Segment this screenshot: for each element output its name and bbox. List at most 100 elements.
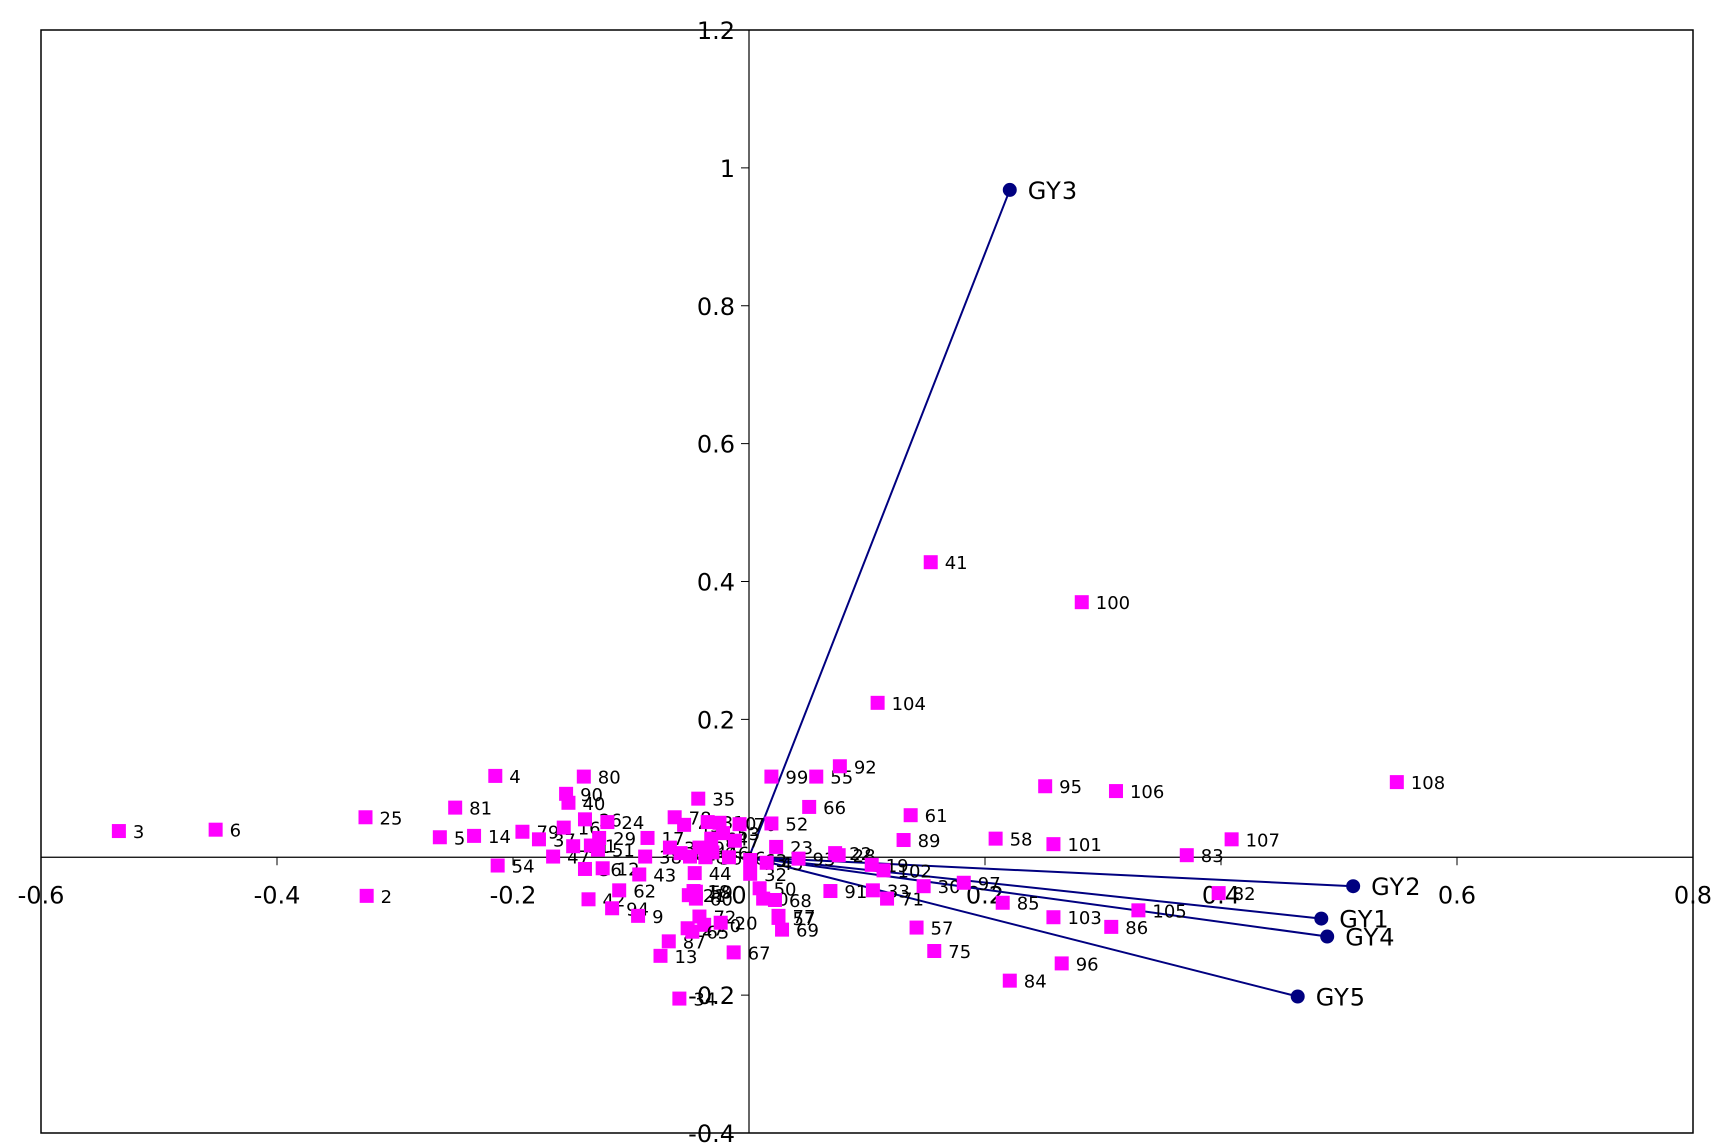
genotype-point xyxy=(791,851,806,866)
genotype-point xyxy=(1046,837,1061,852)
genotype-label: 68 xyxy=(789,891,812,912)
genotype-point xyxy=(713,915,728,930)
genotype-label: 4 xyxy=(509,767,520,788)
genotype-label: 71 xyxy=(901,890,924,911)
genotype-label: 95 xyxy=(1059,777,1082,798)
environment-vector-gy5 xyxy=(748,856,1298,998)
genotype-point xyxy=(927,944,942,959)
genotype-point xyxy=(995,895,1010,910)
environment-point-gy4 xyxy=(1320,929,1335,944)
genotype-point xyxy=(631,908,646,923)
genotype-point xyxy=(1108,784,1123,799)
genotype-label: 107 xyxy=(1246,830,1280,851)
genotype-points: 3625281514454793747904016118026361422951… xyxy=(111,553,1445,1011)
y-tick-label: 0.6 xyxy=(697,431,735,459)
environment-point-gy1 xyxy=(1314,911,1329,926)
genotype-point xyxy=(809,769,824,784)
y-tick-label: -0.2 xyxy=(688,982,735,1010)
genotype-label: 18 xyxy=(708,882,731,903)
genotype-point xyxy=(605,901,620,916)
genotype-label: 106 xyxy=(1130,782,1164,803)
genotype-label: 5 xyxy=(454,828,465,849)
genotype-point xyxy=(490,858,505,873)
x-tick-label: 0.8 xyxy=(1674,881,1712,909)
genotype-point xyxy=(1224,832,1239,847)
genotype-point xyxy=(769,839,784,854)
genotype-point xyxy=(577,812,592,827)
genotype-point xyxy=(359,888,374,903)
genotype-point xyxy=(764,816,779,831)
x-tick-label: -0.2 xyxy=(490,881,537,909)
genotype-point xyxy=(988,831,1003,846)
genotype-label: 82 xyxy=(1233,884,1256,905)
genotype-point xyxy=(1038,779,1053,794)
genotype-label: 44 xyxy=(709,864,732,885)
genotype-label: 35 xyxy=(712,790,735,811)
genotype-label: 6 xyxy=(230,821,241,842)
genotype-point xyxy=(1389,775,1404,790)
genotype-point xyxy=(1179,848,1194,863)
genotype-point xyxy=(732,817,747,832)
genotype-label: 1 xyxy=(605,837,616,858)
genotype-label: 2 xyxy=(381,887,392,908)
genotype-point xyxy=(358,810,373,825)
environment-vector-gy4 xyxy=(748,856,1328,938)
genotype-point xyxy=(612,883,627,898)
genotype-point xyxy=(823,884,838,899)
genotype-point xyxy=(638,849,653,864)
genotype-point xyxy=(448,800,463,815)
genotype-point xyxy=(923,555,938,570)
genotype-point xyxy=(640,830,655,845)
genotype-point xyxy=(721,850,736,865)
genotype-point xyxy=(716,826,731,841)
genotype-label: 40 xyxy=(582,794,605,815)
genotype-point xyxy=(698,850,713,865)
genotype-point xyxy=(576,769,591,784)
genotype-point xyxy=(1002,973,1017,988)
environment-label: GY2 xyxy=(1371,873,1421,901)
genotype-point xyxy=(581,892,596,907)
genotype-label: 86 xyxy=(1125,918,1148,939)
genotype-point xyxy=(600,815,615,830)
genotype-label: 75 xyxy=(948,942,971,963)
y-tick-label: 0.4 xyxy=(697,569,735,597)
genotype-label: 89 xyxy=(918,831,941,852)
genotype-label: 102 xyxy=(898,861,932,882)
genotype-label: 51 xyxy=(612,841,635,862)
genotype-label: 59 xyxy=(710,883,733,904)
genotype-point xyxy=(662,840,677,855)
genotype-point xyxy=(566,839,581,854)
genotype-point xyxy=(1131,903,1146,918)
genotype-point xyxy=(1046,910,1061,925)
genotype-point xyxy=(677,817,692,832)
y-tick-label: 0.8 xyxy=(697,293,735,321)
x-tick-label: 0 xyxy=(731,881,746,909)
genotype-point xyxy=(672,991,687,1006)
genotype-label: 3 xyxy=(133,822,144,843)
genotype-point xyxy=(767,892,782,907)
genotype-point xyxy=(759,855,774,870)
genotype-point xyxy=(531,832,546,847)
genotype-label: 7 xyxy=(749,832,760,853)
genotype-point xyxy=(208,822,223,837)
genotype-label: 20 xyxy=(735,914,758,935)
genotype-point xyxy=(556,820,571,835)
genotype-point xyxy=(764,769,779,784)
genotype-label: 108 xyxy=(1411,773,1445,794)
y-tick-label: 1.2 xyxy=(697,17,735,45)
environment-label: GY3 xyxy=(1028,177,1078,205)
genotype-label: 61 xyxy=(925,806,948,827)
genotype-point xyxy=(592,830,607,845)
genotype-point xyxy=(752,881,767,896)
genotype-label: 34 xyxy=(693,990,716,1011)
genotype-label: 9 xyxy=(652,907,663,928)
genotype-point xyxy=(577,861,592,876)
genotype-label: 77 xyxy=(793,907,816,928)
environment-vector-gy2 xyxy=(748,856,1354,888)
genotype-point xyxy=(909,920,924,935)
environment-label: GY1 xyxy=(1339,906,1389,934)
y-tick-label: 0.2 xyxy=(697,706,735,734)
genotype-point xyxy=(1211,886,1226,901)
environment-point-gy5 xyxy=(1290,989,1305,1004)
